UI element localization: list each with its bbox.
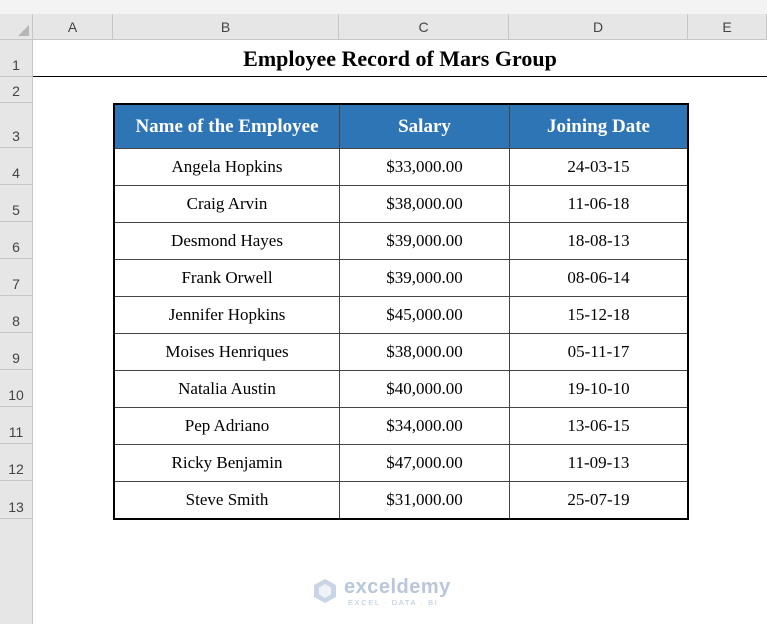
employee-table: Name of the Employee Salary Joining Date… [113,103,689,520]
select-all-triangle-icon [18,25,29,36]
table-row: Ricky Benjamin $47,000.00 11-09-13 [113,444,689,482]
cell-name[interactable]: Steve Smith [113,481,340,520]
table-row: Pep Adriano $34,000.00 13-06-15 [113,407,689,445]
cell-salary[interactable]: $40,000.00 [339,370,510,408]
cell-salary[interactable]: $38,000.00 [339,333,510,371]
cell-salary[interactable]: $38,000.00 [339,185,510,223]
cell-joining-date[interactable]: 11-06-18 [509,185,689,223]
row-header-11[interactable]: 11 [0,407,33,444]
exceldemy-watermark: exceldemy EXCEL · DATA · BI [312,576,472,610]
sheet-title-cell[interactable]: Employee Record of Mars Group [33,41,767,77]
header-cell-joining-date[interactable]: Joining Date [509,103,689,149]
table-row: Moises Henriques $38,000.00 05-11-17 [113,333,689,371]
formula-bar-strip [0,0,767,15]
row-header-3[interactable]: 3 [0,103,33,148]
row-header-9[interactable]: 9 [0,333,33,370]
column-header-a[interactable]: A [33,14,113,40]
cell-salary[interactable]: $39,000.00 [339,222,510,260]
cell-joining-date[interactable]: 24-03-15 [509,148,689,186]
table-row: Desmond Hayes $39,000.00 18-08-13 [113,222,689,260]
column-header-d[interactable]: D [509,14,688,40]
cell-joining-date[interactable]: 13-06-15 [509,407,689,445]
cell-joining-date[interactable]: 05-11-17 [509,333,689,371]
sheet-title: Employee Record of Mars Group [243,45,557,71]
row-header-7[interactable]: 7 [0,259,33,296]
select-all-button[interactable] [0,14,33,40]
column-header-c[interactable]: C [339,14,509,40]
row-header-10[interactable]: 10 [0,370,33,407]
table-row: Jennifer Hopkins $45,000.00 15-12-18 [113,296,689,334]
table-row: Steve Smith $31,000.00 25-07-19 [113,481,689,520]
cell-joining-date[interactable]: 15-12-18 [509,296,689,334]
row-header-13[interactable]: 13 [0,481,33,519]
cell-name[interactable]: Angela Hopkins [113,148,340,186]
cell-name[interactable]: Jennifer Hopkins [113,296,340,334]
table-row: Craig Arvin $38,000.00 11-06-18 [113,185,689,223]
cell-joining-date[interactable]: 18-08-13 [509,222,689,260]
table-header-row: Name of the Employee Salary Joining Date [113,103,689,149]
cell-salary[interactable]: $39,000.00 [339,259,510,297]
cell-name[interactable]: Craig Arvin [113,185,340,223]
cell-salary[interactable]: $34,000.00 [339,407,510,445]
row-header-4[interactable]: 4 [0,148,33,185]
cell-name[interactable]: Frank Orwell [113,259,340,297]
watermark-tagline: EXCEL · DATA · BI [348,598,439,607]
header-cell-salary[interactable]: Salary [339,103,510,149]
cell-salary[interactable]: $45,000.00 [339,296,510,334]
cell-name[interactable]: Moises Henriques [113,333,340,371]
column-header-b[interactable]: B [113,14,339,40]
table-row: Angela Hopkins $33,000.00 24-03-15 [113,148,689,186]
cell-joining-date[interactable]: 19-10-10 [509,370,689,408]
cell-salary[interactable]: $31,000.00 [339,481,510,520]
exceldemy-logo-icon [314,579,336,603]
row-header-6[interactable]: 6 [0,222,33,259]
watermark-name: exceldemy [344,576,451,598]
cell-name[interactable]: Desmond Hayes [113,222,340,260]
table-row: Natalia Austin $40,000.00 19-10-10 [113,370,689,408]
cell-joining-date[interactable]: 25-07-19 [509,481,689,520]
row-header-12[interactable]: 12 [0,444,33,481]
cell-salary[interactable]: $47,000.00 [339,444,510,482]
row-header-5[interactable]: 5 [0,185,33,222]
cell-name[interactable]: Ricky Benjamin [113,444,340,482]
row-header-8[interactable]: 8 [0,296,33,333]
cell-joining-date[interactable]: 08-06-14 [509,259,689,297]
table-row: Frank Orwell $39,000.00 08-06-14 [113,259,689,297]
column-header-e[interactable]: E [688,14,767,40]
row-header-2[interactable]: 2 [0,77,33,103]
cell-salary[interactable]: $33,000.00 [339,148,510,186]
cell-name[interactable]: Natalia Austin [113,370,340,408]
header-cell-name[interactable]: Name of the Employee [113,103,340,149]
cell-name[interactable]: Pep Adriano [113,407,340,445]
row-header-1[interactable]: 1 [0,40,33,77]
row-header-gutter [0,519,33,624]
cell-joining-date[interactable]: 11-09-13 [509,444,689,482]
